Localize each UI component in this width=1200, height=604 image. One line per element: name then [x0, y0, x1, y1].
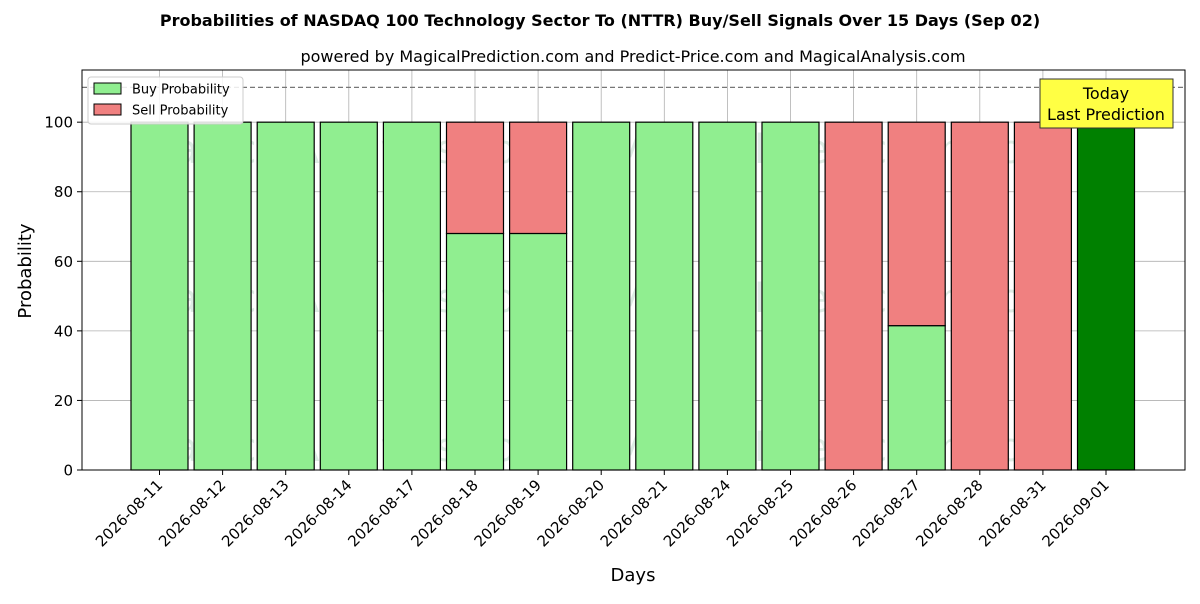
- legend-label: Buy Probability: [132, 83, 230, 98]
- x-tick-label: 2026-08-20: [534, 476, 608, 550]
- chart-title: Probabilities of NASDAQ 100 Technology S…: [160, 11, 1040, 30]
- x-tick-label: 2026-08-25: [723, 476, 797, 550]
- buy-bar: [572, 121, 631, 471]
- x-tick-label: 2026-08-31: [975, 476, 1049, 550]
- annotation-layer: Today Last Prediction: [1039, 78, 1174, 129]
- buy-bar: [698, 121, 757, 471]
- legend-box: [87, 76, 244, 125]
- bars-layer: [130, 121, 1136, 471]
- buy-bar: [256, 121, 315, 471]
- x-tick-label: 2026-08-28: [912, 476, 986, 550]
- x-tick-label: 2026-08-17: [344, 476, 418, 550]
- x-tick-label: 2026-08-26: [786, 476, 860, 550]
- x-tick-label: 2026-08-12: [155, 476, 229, 550]
- buy-bar: [193, 121, 252, 471]
- x-tick-label: 2026-08-13: [218, 476, 292, 550]
- sell-bar: [509, 121, 568, 235]
- buy-bar: [509, 232, 568, 471]
- legend-swatch: [93, 103, 122, 116]
- legend-layer: Buy Probability Sell Probability: [87, 76, 244, 125]
- annotation-box: [1039, 78, 1174, 129]
- x-axis-label: Days: [611, 565, 656, 586]
- x-tick-label: 2026-08-21: [597, 476, 671, 550]
- y-tick-label: 80: [54, 183, 73, 201]
- buy-bar: [445, 232, 505, 471]
- sell-bar: [1013, 121, 1073, 471]
- buy-bar: [635, 121, 694, 471]
- plot-frame: [81, 69, 1186, 471]
- sell-bar: [950, 121, 1009, 471]
- y-axis-label: Probability: [15, 223, 36, 318]
- x-tick-label: 2026-08-14: [281, 476, 355, 550]
- annotation-line-2: Last Prediction: [1047, 105, 1165, 124]
- buy-bar: [319, 121, 378, 471]
- legend-swatch: [93, 82, 122, 95]
- x-tick-label: 2026-08-18: [407, 476, 481, 550]
- sell-bar: [445, 121, 505, 235]
- sell-bar: [824, 121, 883, 471]
- buy-bar: [761, 121, 820, 471]
- buy-bar: [382, 121, 441, 471]
- x-tick-label: 2026-08-27: [849, 476, 923, 550]
- buy-bar: [1076, 121, 1136, 471]
- x-tick-label: 2026-08-19: [471, 476, 545, 550]
- y-tick-label: 40: [54, 322, 73, 340]
- x-tick-label: 2026-09-01: [1038, 476, 1112, 550]
- y-tick-label: 20: [54, 392, 73, 410]
- annotation-line-1: Today: [1082, 84, 1129, 103]
- x-tick-label: 2026-08-24: [660, 476, 734, 550]
- sell-bar: [887, 121, 946, 327]
- buy-bar: [887, 325, 946, 471]
- chart-subtitle: powered by MagicalPrediction.com and Pre…: [300, 47, 965, 66]
- buy-bar: [130, 121, 189, 471]
- legend-label: Sell Probability: [132, 104, 229, 119]
- y-tick-label: 60: [54, 253, 73, 271]
- x-tick-label: 2026-08-11: [92, 476, 166, 550]
- y-tick-label: 0: [63, 462, 73, 480]
- y-tick-label: 100: [44, 114, 73, 132]
